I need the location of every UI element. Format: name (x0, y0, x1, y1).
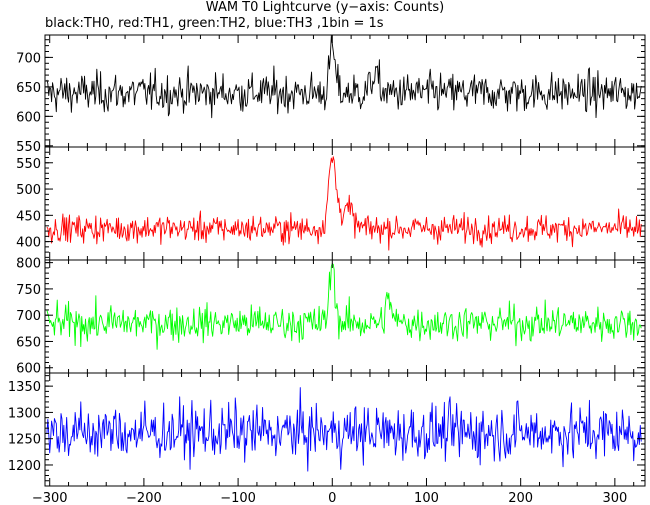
y-tick-label: 1300 (8, 406, 41, 421)
y-tick-label: 650 (16, 81, 41, 96)
y-tick-label: 750 (16, 283, 41, 298)
panel-frame-th3 (44, 372, 646, 487)
y-tick-label: 1200 (8, 459, 41, 474)
y-tick-label: 1250 (8, 433, 41, 448)
chart-subtitle: black:TH0, red:TH1, green:TH2, blue:TH3 … (45, 16, 384, 31)
y-tick-label: 800 (16, 257, 41, 272)
x-tick-label: 0 (328, 491, 336, 505)
y-tick-label: 600 (16, 362, 41, 377)
y-tick-label: 700 (16, 309, 41, 324)
chart-title: WAM T0 Lightcurve (y−axis: Counts) (205, 0, 445, 15)
y-tick-label: 650 (16, 335, 41, 350)
y-tick-label: 550 (16, 140, 41, 155)
y-tick-label: 1350 (8, 380, 41, 395)
x-tick-label: 300 (602, 491, 627, 505)
y-tick-label: 550 (16, 157, 41, 172)
panel-frame-th1 (44, 146, 646, 261)
y-tick-label: 600 (16, 110, 41, 125)
series-line-th1 (46, 156, 642, 251)
x-tick-label: −200 (126, 491, 162, 505)
y-tick-label: 400 (16, 236, 41, 251)
y-tick-label: 700 (16, 51, 41, 66)
series-line-th0 (46, 35, 642, 119)
x-tick-label: −100 (220, 491, 256, 505)
x-tick-label: 200 (508, 491, 533, 505)
y-tick-label: 500 (16, 183, 41, 198)
series-line-th3 (46, 387, 642, 472)
series-line-th2 (46, 263, 642, 350)
x-tick-label: 100 (414, 491, 439, 505)
x-tick-label: −300 (32, 491, 68, 505)
y-tick-label: 450 (16, 209, 41, 224)
